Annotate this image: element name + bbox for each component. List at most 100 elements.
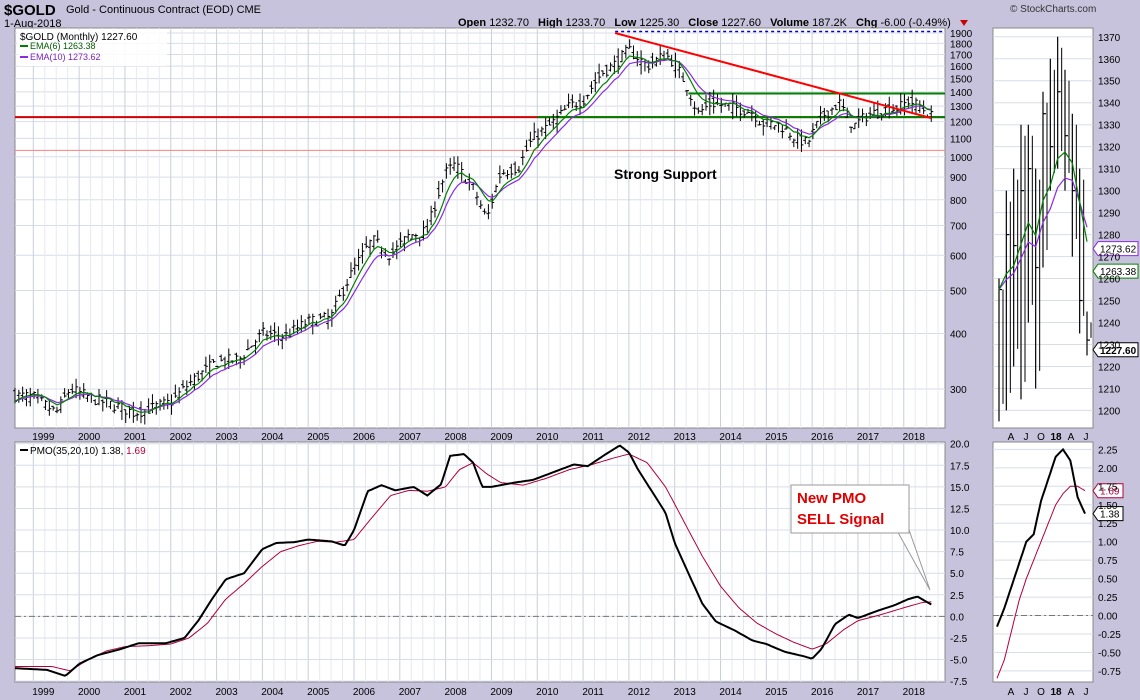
legend-ema10: EMA(10) 1273.62 xyxy=(30,52,101,62)
inset-pmo-tick-label: 1.00 xyxy=(1098,538,1118,549)
legend-pmo-label: PMO(35,20,10) 1.38, xyxy=(30,446,123,457)
inset-x-label-bottom: 18 xyxy=(1050,687,1062,698)
inset-tick-label: 1350 xyxy=(1098,77,1121,88)
callout-line2: SELL Signal xyxy=(797,511,884,528)
x-year-label-bottom: 2009 xyxy=(490,687,513,698)
x-year-label: 2011 xyxy=(582,432,604,443)
low-value: 1225.30 xyxy=(639,17,680,29)
x-year-label-bottom: 2001 xyxy=(124,687,147,698)
x-year-label: 2007 xyxy=(399,432,422,443)
sell-signal-callout: New PMO SELL Signal xyxy=(790,484,931,591)
pmo-tick-label: -5.0 xyxy=(950,656,968,667)
inset-tick-label: 1280 xyxy=(1098,231,1121,242)
price-legend: $GOLD (Monthly) 1227.60 EMA(6) 1263.38 E… xyxy=(17,30,167,66)
x-year-label-bottom: 2010 xyxy=(536,687,559,698)
ema6-badge: 1263.38 xyxy=(1092,263,1139,279)
open-label: Open xyxy=(458,17,487,29)
ohlc-readout: Open 1232.70 High 1233.70 Low 1225.30 Cl… xyxy=(458,17,968,29)
downtrend-line xyxy=(614,32,932,120)
inset-tick-label: 1370 xyxy=(1098,33,1121,44)
price-tick-label: 1900 xyxy=(950,29,973,40)
ema6-line xyxy=(14,55,932,414)
support-annotation: Strong Support xyxy=(614,166,717,182)
inset-x-label: J xyxy=(1024,432,1029,443)
ema6-badge-text: 1263.38 xyxy=(1100,267,1137,278)
x-year-label: 2013 xyxy=(674,432,697,443)
legend-pmo-signal: 1.69 xyxy=(126,446,146,457)
pmo-line xyxy=(14,444,932,677)
chg-value: -6.00 (-0.49%) xyxy=(880,17,951,29)
inset-x-label: A xyxy=(1008,432,1015,443)
close-badge: 1227.60 xyxy=(1092,342,1139,358)
inset-ema6-line xyxy=(998,151,1088,290)
inset-tick-label: 1210 xyxy=(1098,384,1121,395)
close-label: Close xyxy=(688,17,719,29)
high-label: High xyxy=(538,17,563,29)
inset-x-label-bottom: O xyxy=(1037,687,1045,698)
x-year-label: 2010 xyxy=(536,432,559,443)
inset-pmo-tick-label: 0.75 xyxy=(1098,556,1118,567)
ema10-badge-text: 1273.62 xyxy=(1100,245,1137,256)
low-label: Low xyxy=(614,17,637,29)
volume-label: Volume xyxy=(770,17,810,29)
pmo-tick-label: 20.0 xyxy=(950,440,970,451)
inset-x-label-bottom: A xyxy=(1068,687,1075,698)
x-year-label-bottom: 1999 xyxy=(32,687,55,698)
x-year-label: 1999 xyxy=(32,432,55,443)
pmo-value-badge-box xyxy=(1092,506,1124,522)
inset-x-label-bottom: A xyxy=(1008,687,1015,698)
inset-pmo-line xyxy=(996,447,1086,627)
callout-box xyxy=(790,484,910,534)
x-year-label: 2008 xyxy=(445,432,468,443)
inset-pmo-tick-label: 2.25 xyxy=(1098,445,1118,456)
chart-date: 1-Aug-2018 xyxy=(4,18,62,30)
pmo-tick-label: 12.5 xyxy=(950,504,970,515)
pmo-signal-badge: 1.69 xyxy=(1092,483,1124,499)
price-tick-label: 600 xyxy=(950,251,967,262)
x-year-label-bottom: 2018 xyxy=(903,687,926,698)
price-tick-label: 1700 xyxy=(950,50,973,61)
ema10-badge: 1273.62 xyxy=(1092,241,1139,257)
pmo-signal-badge-box xyxy=(1092,483,1124,499)
inset-x-label: 18 xyxy=(1050,432,1062,443)
x-year-label: 2003 xyxy=(215,432,238,443)
x-year-label-bottom: 2011 xyxy=(582,687,604,698)
x-year-label-bottom: 2006 xyxy=(353,687,376,698)
inset-pmo-signal-line xyxy=(996,485,1086,679)
inset-x-label-bottom: J xyxy=(1024,687,1029,698)
inset-x-label: J xyxy=(1084,432,1089,443)
ema10-badge-box xyxy=(1092,241,1139,257)
ema10-line xyxy=(14,59,932,411)
price-tick-label: 1300 xyxy=(950,102,973,113)
chg-label: Chg xyxy=(856,17,878,29)
price-tick-label: 1800 xyxy=(950,39,973,50)
x-year-label-bottom: 2017 xyxy=(857,687,880,698)
price-tick-label: 400 xyxy=(950,329,967,340)
pmo-tick-label: -2.5 xyxy=(950,634,968,645)
down-arrow-icon xyxy=(959,20,968,27)
x-year-label-bottom: 2002 xyxy=(170,687,193,698)
x-year-label: 2018 xyxy=(903,432,926,443)
x-year-label: 2017 xyxy=(857,432,880,443)
close-value: 1227.60 xyxy=(721,17,762,29)
inset-tick-label: 1300 xyxy=(1098,187,1121,198)
pmo-tick-label: 2.5 xyxy=(950,591,964,602)
legend-bg xyxy=(17,30,167,66)
inset-tick-label: 1240 xyxy=(1098,319,1121,330)
copyright-text: © StockCharts.com xyxy=(1010,4,1097,15)
inset-tick-label: 1200 xyxy=(1098,406,1121,417)
inset-pmo-tick-label: 0.00 xyxy=(1098,612,1118,623)
chart-symbol: $GOLD xyxy=(4,2,56,19)
pmo-tick-label: 5.0 xyxy=(950,569,964,580)
x-year-label: 2006 xyxy=(353,432,376,443)
pmo-tick-label: 15.0 xyxy=(950,483,970,494)
price-tick-label: 1600 xyxy=(950,62,973,73)
open-value: 1232.70 xyxy=(489,17,529,29)
x-year-label-bottom: 2013 xyxy=(674,687,697,698)
price-tick-label: 1200 xyxy=(950,118,973,129)
close-badge-text: 1227.60 xyxy=(1100,346,1137,357)
pmo-tick-label: 10.0 xyxy=(950,526,970,537)
x-year-label-bottom: 2012 xyxy=(628,687,651,698)
x-year-label: 2014 xyxy=(719,432,742,443)
